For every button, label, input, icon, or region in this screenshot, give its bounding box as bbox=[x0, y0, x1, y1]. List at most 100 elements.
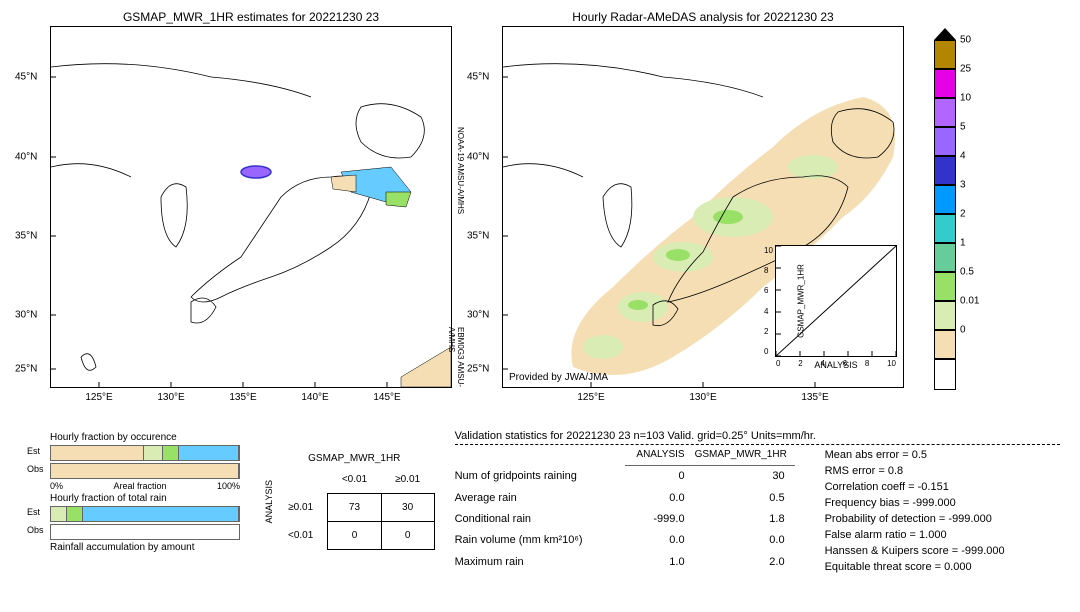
stat-val-analysis: -999.0 bbox=[625, 513, 695, 530]
hbar-row-label: Est bbox=[27, 507, 40, 517]
stat-val-analysis: 0 bbox=[625, 470, 695, 487]
purple-patch bbox=[241, 166, 271, 178]
cont-ylabel: ANALYSIS bbox=[260, 480, 274, 523]
hbar-row-label: Est bbox=[27, 446, 40, 456]
colorbar-tick: 3 bbox=[960, 180, 966, 191]
hbar2-title: Hourly fraction of total rain bbox=[50, 493, 240, 504]
stat-val-gsmap: 0.5 bbox=[695, 492, 795, 509]
metrics-list: Mean abs error = 0.5RMS error = 0.8Corre… bbox=[825, 449, 1005, 573]
stat-label: Maximum rain bbox=[455, 556, 625, 573]
left-map-box: 45°N40°N35°N30°N25°N 125°E130°E135°E140°… bbox=[50, 26, 452, 388]
colorbar: 502510543210.50.010 bbox=[934, 40, 956, 390]
metric-line: Equitable threat score = 0.000 bbox=[825, 561, 1005, 573]
hbar-row: Est bbox=[50, 445, 240, 461]
contingency-table: GSMAP_MWR_1HR <0.01 ≥0.01 ≥0.01 73 30 <0… bbox=[274, 453, 435, 550]
contingency-wrap: ANALYSIS GSMAP_MWR_1HR <0.01 ≥0.01 ≥0.01… bbox=[260, 430, 435, 573]
colorbar-segment bbox=[934, 185, 956, 214]
lat-tick: 40°N bbox=[467, 151, 489, 162]
lon-tick: 125°E bbox=[577, 392, 604, 403]
ct-col1: <0.01 bbox=[328, 466, 381, 494]
colorbar-segment bbox=[934, 272, 956, 301]
hbar-row: Est bbox=[50, 506, 240, 522]
colorbar-tick: 5 bbox=[960, 122, 966, 133]
stat-val-analysis: 0.0 bbox=[625, 534, 695, 551]
colorbar-segment bbox=[934, 156, 956, 185]
lon-tick: 140°E bbox=[301, 392, 328, 403]
hbar-segment bbox=[51, 507, 67, 521]
colorbar-tick: 50 bbox=[960, 35, 971, 46]
inset-scatter: 0246810 0246810 ANALYSIS GSMAP_MWR_1HR bbox=[775, 245, 897, 357]
hbar1-title: Hourly fraction by occurence bbox=[50, 432, 240, 443]
stat-label: Average rain bbox=[455, 492, 625, 509]
hbar-segment bbox=[179, 446, 239, 460]
stat-label: Num of gridpoints raining bbox=[455, 470, 625, 487]
colorbar-tick: 2 bbox=[960, 209, 966, 220]
lon-tick: 135°E bbox=[801, 392, 828, 403]
lat-tick: 45°N bbox=[467, 72, 489, 83]
provided-label: Provided by JWA/JMA bbox=[509, 372, 608, 383]
hbar-segment bbox=[51, 446, 144, 460]
stat-val-analysis: 0.0 bbox=[625, 492, 695, 509]
colorbar-segment bbox=[934, 214, 956, 243]
hbar1-axis: 0% Areal fraction 100% bbox=[50, 481, 240, 491]
ax-right: 100% bbox=[217, 481, 240, 491]
sat-label-1: NOAA-19 AMSU-A/MHS bbox=[456, 127, 465, 214]
ct-c11: 73 bbox=[328, 494, 381, 522]
inset-xlabel: ANALYSIS bbox=[814, 360, 857, 370]
corner-tan bbox=[401, 347, 451, 387]
colorbar-arrow-icon bbox=[934, 28, 956, 40]
hbar-footer: Rainfall accumulation by amount bbox=[50, 542, 240, 553]
lat-tick: 35°N bbox=[15, 230, 37, 241]
colorbar-tick: 25 bbox=[960, 64, 971, 75]
stat-label: Rain volume (mm km²10⁶) bbox=[455, 534, 625, 551]
stat-val-analysis: 1.0 bbox=[625, 556, 695, 573]
ct-c21: 0 bbox=[328, 522, 381, 550]
colorbar-segment bbox=[934, 69, 956, 98]
hbar-segment bbox=[67, 507, 83, 521]
ct-row1: ≥0.01 bbox=[274, 494, 328, 522]
ct-c22: 0 bbox=[381, 522, 434, 550]
colorbar-tick: 0.01 bbox=[960, 296, 979, 307]
ct-row2: <0.01 bbox=[274, 522, 328, 550]
colorbar-segment bbox=[934, 127, 956, 156]
metric-line: Correlation coeff = -0.151 bbox=[825, 481, 1005, 493]
colorbar-tick: 0.5 bbox=[960, 267, 974, 278]
colorbar-segment bbox=[934, 330, 956, 359]
right-map-box: 45°N40°N35°N30°N25°N 125°E130°E135°E Pro… bbox=[502, 26, 904, 388]
left-map-panel: GSMAP_MWR_1HR estimates for 20221230 23 bbox=[50, 10, 452, 390]
colorbar-segment bbox=[934, 98, 956, 127]
ct-c12: 30 bbox=[381, 494, 434, 522]
lon-tick: 145°E bbox=[373, 392, 400, 403]
lon-tick: 125°E bbox=[85, 392, 112, 403]
metric-line: Hanssen & Kuipers score = -999.000 bbox=[825, 545, 1005, 557]
stats-hdr-g: GSMAP_MWR_1HR bbox=[695, 449, 795, 466]
lat-tick: 25°N bbox=[15, 364, 37, 375]
lat-tick: 25°N bbox=[467, 364, 489, 375]
lat-tick: 45°N bbox=[15, 72, 37, 83]
lon-tick: 130°E bbox=[157, 392, 184, 403]
stat-val-gsmap: 30 bbox=[695, 470, 795, 487]
bottom-row: Hourly fraction by occurence Est Obs 0% A… bbox=[20, 430, 1060, 573]
ct-col2: ≥0.01 bbox=[381, 466, 434, 494]
lat-tick: 30°N bbox=[467, 310, 489, 321]
metric-line: False alarm ratio = 1.000 bbox=[825, 529, 1005, 541]
stat-val-gsmap: 0.0 bbox=[695, 534, 795, 551]
hbar-row: Obs bbox=[50, 524, 240, 540]
hbar-block: Hourly fraction by occurence Est Obs 0% A… bbox=[50, 430, 240, 573]
colorbar-tick: 4 bbox=[960, 151, 966, 162]
lon-tick: 135°E bbox=[229, 392, 256, 403]
tan-patch bbox=[331, 175, 356, 192]
stats-title: Validation statistics for 20221230 23 n=… bbox=[455, 430, 1060, 445]
hbar-row-label: Obs bbox=[27, 525, 44, 535]
hbar-row-label: Obs bbox=[27, 464, 44, 474]
stats-table: ANALYSIS GSMAP_MWR_1HR Num of gridpoints… bbox=[455, 449, 795, 573]
stats-block: Validation statistics for 20221230 23 n=… bbox=[455, 430, 1060, 573]
ax-left: 0% bbox=[50, 481, 63, 491]
right-map-panel: Hourly Radar-AMeDAS analysis for 2022123… bbox=[502, 10, 904, 390]
colorbar-segment bbox=[934, 359, 956, 390]
colorbar-tick: 0 bbox=[960, 325, 966, 336]
stat-val-gsmap: 1.8 bbox=[695, 513, 795, 530]
sat-label-2: EBM0G3 AMSU-A/MHS bbox=[447, 327, 465, 387]
colorbar-segment bbox=[934, 301, 956, 330]
cont-title: GSMAP_MWR_1HR bbox=[274, 453, 435, 464]
